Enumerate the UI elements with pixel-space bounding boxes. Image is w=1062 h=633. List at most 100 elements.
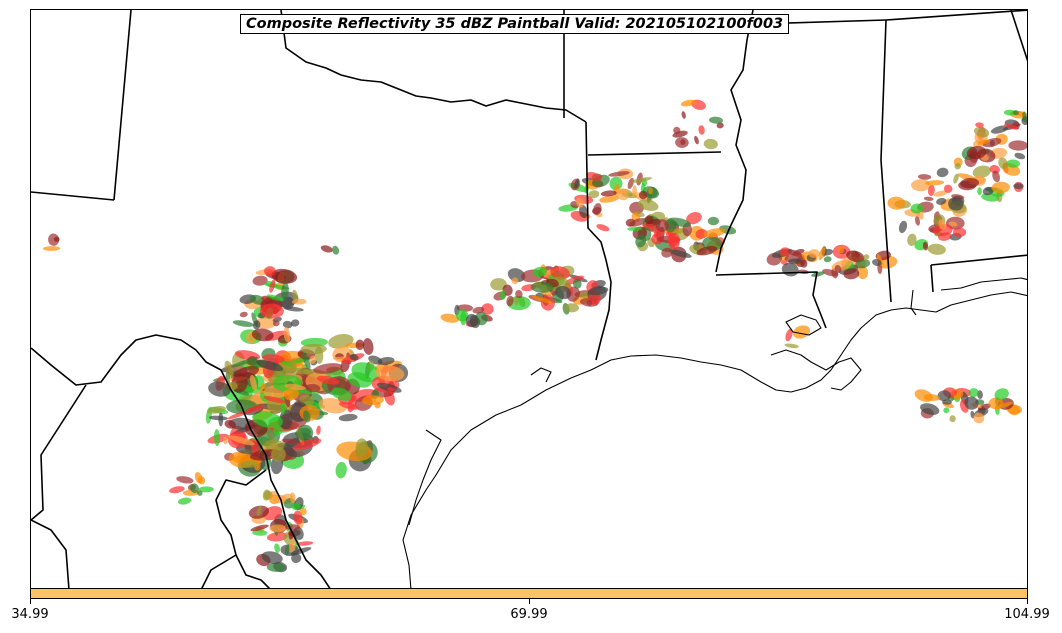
reflectivity-blob <box>255 316 276 330</box>
reflectivity-blob <box>335 461 347 479</box>
reflectivity-blob <box>629 218 648 227</box>
reflectivity-blob <box>206 406 226 414</box>
reflectivity-blob <box>213 429 221 447</box>
reflectivity-blob <box>362 338 374 355</box>
colorbar-tick-label-right: 104.99 <box>1004 607 1050 622</box>
reflectivity-blob <box>1006 159 1020 168</box>
reflectivity-blob <box>506 295 514 307</box>
reflectivity-blob <box>938 219 947 230</box>
reflectivity-blob <box>274 543 280 553</box>
reflectivity-blob <box>290 319 300 327</box>
reflectivity-blob <box>291 553 302 564</box>
reflectivity-blob <box>550 266 570 280</box>
reflectivity-blob <box>975 122 984 128</box>
reflectivity-blob <box>920 403 940 415</box>
reflectivity-blob <box>960 177 979 189</box>
reflectivity-blob <box>266 562 286 572</box>
state-borders-layer <box>31 10 1027 588</box>
reflectivity-blob <box>309 355 317 364</box>
reflectivity-blob <box>1013 183 1024 190</box>
reflectivity-blob <box>673 126 681 135</box>
reflectivity-blob <box>818 247 826 261</box>
reflectivity-blob <box>696 245 718 256</box>
reflectivity-blob <box>953 173 959 184</box>
reflectivity-blob <box>668 249 692 258</box>
reflectivity-blob <box>973 126 990 138</box>
reflectivity-blob <box>887 196 906 210</box>
reflectivity-blob <box>938 232 952 241</box>
reflectivity-blob <box>440 313 460 323</box>
reflectivity-blob <box>349 353 359 361</box>
reflectivity-blob <box>964 396 979 410</box>
reflectivity-blob <box>299 507 307 516</box>
reflectivity-blob <box>863 254 870 260</box>
reflectivity-blob <box>197 476 206 485</box>
reflectivity-blob <box>665 231 674 238</box>
reflectivity-blob <box>910 203 924 214</box>
reflectivity-blob <box>635 234 647 248</box>
reflectivity-blob <box>232 320 254 327</box>
reflectivity-paintball-layer <box>43 99 1027 573</box>
reflectivity-blob <box>355 438 368 457</box>
reflectivity-blob <box>994 388 1009 400</box>
reflectivity-blob <box>332 245 340 255</box>
reflectivity-blob <box>197 490 203 496</box>
reflectivity-blob <box>240 460 258 468</box>
reflectivity-blob <box>338 402 359 410</box>
reflectivity-blob <box>933 190 948 197</box>
reflectivity-blob <box>788 258 803 265</box>
reflectivity-blob <box>289 359 297 373</box>
reflectivity-blob <box>249 374 257 391</box>
reflectivity-blob <box>632 185 637 198</box>
reflectivity-blob <box>925 180 945 186</box>
reflectivity-blob <box>252 275 268 286</box>
reflectivity-blob <box>224 419 236 429</box>
map-canvas[interactable] <box>31 10 1028 589</box>
reflectivity-blob <box>331 387 352 401</box>
reflectivity-blob <box>716 122 724 129</box>
reflectivity-blob <box>588 190 600 199</box>
reflectivity-blob <box>223 436 228 445</box>
reflectivity-blob <box>686 212 702 225</box>
reflectivity-blob <box>289 492 296 504</box>
reflectivity-blob <box>784 343 799 349</box>
reflectivity-blob <box>269 279 276 293</box>
reflectivity-blob <box>648 187 653 195</box>
colorbar-tick-right <box>1027 599 1028 604</box>
reflectivity-blob <box>681 111 686 119</box>
reflectivity-blob <box>936 197 947 205</box>
reflectivity-blob <box>472 306 485 314</box>
reflectivity-blob <box>177 497 192 505</box>
reflectivity-blob <box>968 388 979 398</box>
map-panel[interactable] <box>30 9 1028 589</box>
reflectivity-blob <box>982 186 994 196</box>
reflectivity-blob <box>176 476 194 484</box>
galveston-bay <box>530 367 552 383</box>
reflectivity-blob <box>608 171 630 177</box>
reflectivity-blob <box>318 398 347 414</box>
reflectivity-blob <box>269 524 287 533</box>
reflectivity-blob <box>264 266 276 276</box>
reflectivity-blob <box>271 268 298 284</box>
reflectivity-blob <box>599 195 619 203</box>
reflectivity-blob <box>576 197 584 208</box>
reflectivity-blob <box>305 383 321 393</box>
reflectivity-blob <box>694 135 699 145</box>
reflectivity-blob <box>48 233 60 246</box>
reflectivity-blob <box>531 295 552 304</box>
reflectivity-blob <box>347 372 372 388</box>
reflectivity-blob <box>355 339 365 351</box>
reflectivity-blob <box>600 190 617 197</box>
reflectivity-blob <box>252 320 261 330</box>
reflectivity-blob <box>514 295 519 306</box>
reflectivity-blob <box>169 486 185 494</box>
reflectivity-blob <box>918 174 932 180</box>
reflectivity-blob <box>224 360 234 378</box>
reflectivity-blob <box>252 411 283 429</box>
reflectivity-blob <box>515 290 523 299</box>
reflectivity-blob <box>780 247 791 257</box>
reflectivity-blob <box>190 483 199 494</box>
reflectivity-blob <box>228 435 255 446</box>
reflectivity-blob <box>593 203 602 216</box>
reflectivity-blob <box>293 510 303 525</box>
